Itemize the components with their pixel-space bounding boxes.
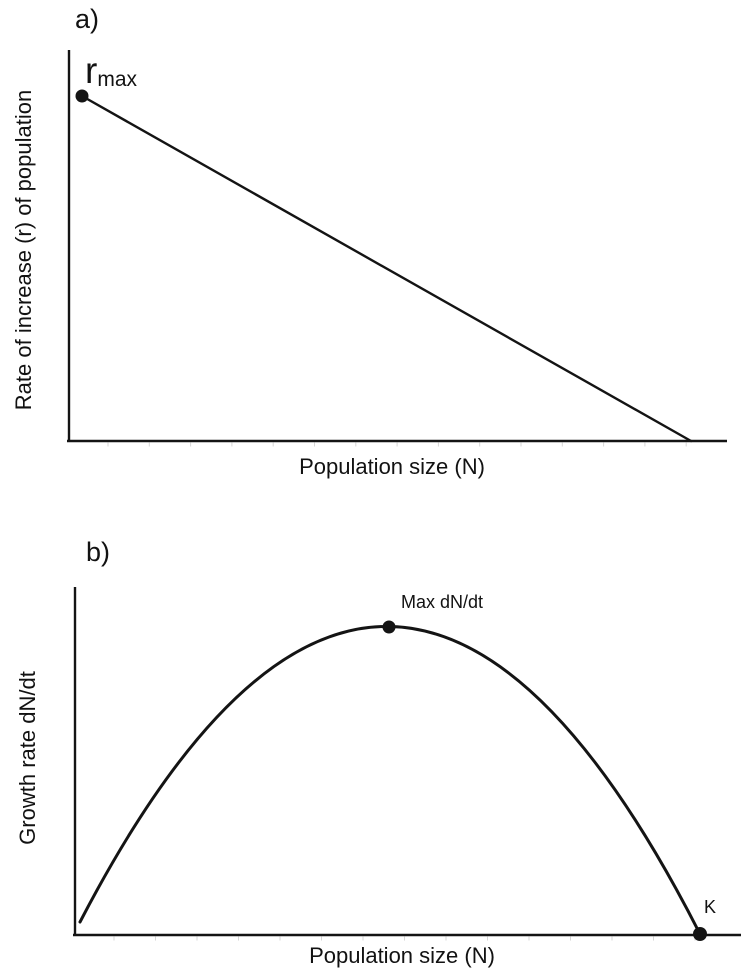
- rmax-annotation-subscript: max: [97, 68, 138, 91]
- panel-a-drawing: [67, 50, 727, 447]
- rmax-annotation-main: r: [85, 50, 98, 91]
- panel-a-y-axis-label: Rate of increase (r) of population: [11, 89, 36, 411]
- max-dndt-dot: [382, 620, 396, 634]
- panel-b-x-axis-label: Population size (N): [309, 943, 495, 968]
- panel-b-drawing: [73, 587, 741, 941]
- carrying-capacity-annotation: K: [704, 897, 717, 917]
- r-decline-line: [80, 94, 693, 443]
- rmax-annotation: rmax: [85, 50, 138, 91]
- rmax-dot: [75, 89, 89, 103]
- max-dndt-annotation: Max dN/dt: [401, 592, 484, 612]
- logistic-curve: [78, 625, 702, 936]
- panel-b-y-axis-label: Growth rate dN/dt: [15, 671, 40, 845]
- panel-a-x-axis-label: Population size (N): [299, 454, 485, 479]
- panel-b-label: b): [86, 537, 111, 567]
- k-dot: [693, 927, 707, 941]
- panel-a-label: a): [75, 4, 100, 34]
